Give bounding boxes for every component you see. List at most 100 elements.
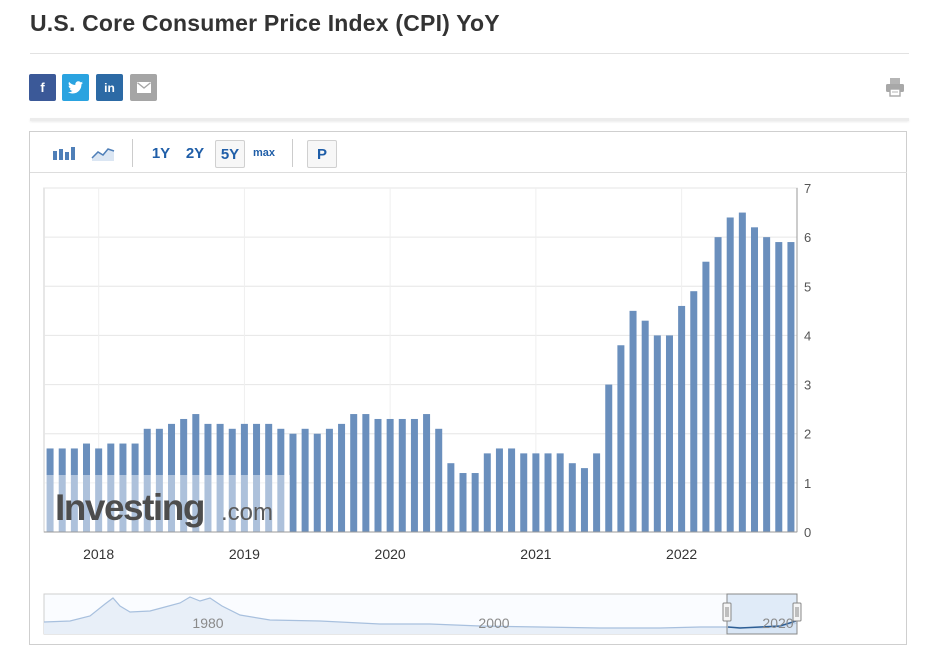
bar[interactable] [702, 261, 710, 532]
page-title: U.S. Core Consumer Price Index (CPI) YoY [30, 10, 500, 36]
bar[interactable] [265, 423, 273, 532]
bar[interactable] [629, 310, 637, 532]
bar[interactable] [143, 428, 151, 532]
bar[interactable] [787, 242, 795, 533]
bar[interactable] [313, 433, 321, 532]
bar[interactable] [95, 448, 103, 532]
navigator-handle[interactable] [722, 602, 732, 622]
bar[interactable] [253, 423, 261, 532]
bar[interactable] [714, 237, 722, 532]
bar[interactable] [738, 212, 746, 533]
bar[interactable] [386, 418, 394, 532]
twitter-share-button[interactable] [62, 74, 89, 101]
bar[interactable] [641, 320, 649, 532]
bar[interactable] [483, 453, 491, 532]
facebook-icon: f [40, 80, 45, 95]
area-chart-icon [91, 148, 115, 161]
bar[interactable] [70, 448, 78, 532]
bar[interactable] [192, 414, 200, 532]
bar[interactable] [568, 463, 576, 532]
bar[interactable] [423, 414, 431, 532]
toolbar-separator [132, 139, 133, 167]
bar[interactable] [520, 453, 528, 532]
bar[interactable] [240, 423, 248, 532]
bar[interactable] [362, 414, 370, 532]
bar[interactable] [690, 291, 698, 532]
twitter-icon [68, 81, 83, 94]
bar[interactable] [289, 433, 297, 532]
bar[interactable] [665, 335, 673, 532]
watermark-suffix: .com [221, 499, 273, 526]
y-tick-label: 0 [804, 525, 811, 540]
navigator-handle[interactable] [792, 602, 802, 622]
x-tick-label: 2020 [375, 546, 406, 562]
bar[interactable] [678, 305, 686, 532]
bar[interactable] [204, 423, 212, 532]
bar[interactable] [107, 443, 115, 532]
range-1y-button[interactable]: 1Y [151, 144, 171, 162]
navigator-line [43, 596, 798, 629]
bar[interactable] [495, 448, 503, 532]
bar[interactable] [544, 453, 552, 532]
facebook-share-button[interactable]: f [29, 74, 56, 101]
navigator-year-label: 2000 [478, 615, 509, 631]
bar[interactable] [277, 428, 285, 532]
bar[interactable] [580, 468, 588, 532]
bar[interactable] [83, 443, 91, 532]
bar[interactable] [216, 423, 224, 532]
y-tick-label: 4 [804, 328, 811, 343]
print-icon[interactable] [884, 76, 906, 98]
bar[interactable] [532, 453, 540, 532]
bar[interactable] [726, 217, 734, 532]
bar[interactable] [338, 423, 346, 532]
linkedin-share-button[interactable]: in [96, 74, 123, 101]
navigator-area [44, 597, 797, 634]
bar[interactable] [435, 428, 443, 532]
header-divider [30, 118, 909, 121]
y-tick-label: 7 [804, 181, 811, 196]
range-5y-button[interactable]: 5Y [215, 140, 245, 168]
bar[interactable] [301, 428, 309, 532]
navigator-selection-line [727, 620, 797, 629]
range-2y-button[interactable]: 2Y [185, 144, 205, 162]
chart-container [29, 131, 907, 645]
bar[interactable] [556, 453, 564, 532]
bar[interactable] [617, 345, 625, 532]
bar[interactable] [508, 448, 516, 532]
bar[interactable] [119, 443, 127, 532]
bar[interactable] [775, 242, 783, 533]
bar[interactable] [374, 418, 382, 532]
bar[interactable] [46, 448, 54, 532]
bar[interactable] [180, 418, 188, 532]
line-chart-type-button[interactable] [89, 140, 117, 166]
navigator[interactable]: 1980 2000 2020 [43, 593, 802, 635]
bar[interactable] [750, 227, 758, 533]
bar[interactable] [471, 473, 479, 532]
bar[interactable] [410, 418, 418, 532]
bar[interactable] [459, 473, 467, 532]
y-tick-label: 3 [804, 378, 811, 393]
navigator-year-label: 1980 [192, 615, 223, 631]
bar[interactable] [168, 423, 176, 532]
bar[interactable] [605, 384, 613, 532]
y-tick-label: 2 [804, 427, 811, 442]
x-tick-label: 2021 [520, 546, 551, 562]
bar[interactable] [228, 428, 236, 532]
bar[interactable] [325, 428, 333, 532]
x-tick-label: 2018 [83, 546, 114, 562]
p-button[interactable]: P [307, 140, 337, 168]
bar[interactable] [131, 443, 139, 532]
bar[interactable] [155, 428, 163, 532]
bar-chart-type-button[interactable] [50, 140, 78, 166]
bar[interactable] [58, 448, 66, 532]
bar[interactable] [763, 237, 771, 532]
range-max-button[interactable]: max [252, 147, 276, 159]
bar[interactable] [447, 463, 455, 532]
title-divider [30, 53, 909, 54]
email-share-button[interactable] [130, 74, 157, 101]
bar[interactable] [398, 418, 406, 532]
bar[interactable] [350, 414, 358, 532]
bar[interactable] [593, 453, 601, 532]
bar[interactable] [653, 335, 661, 532]
